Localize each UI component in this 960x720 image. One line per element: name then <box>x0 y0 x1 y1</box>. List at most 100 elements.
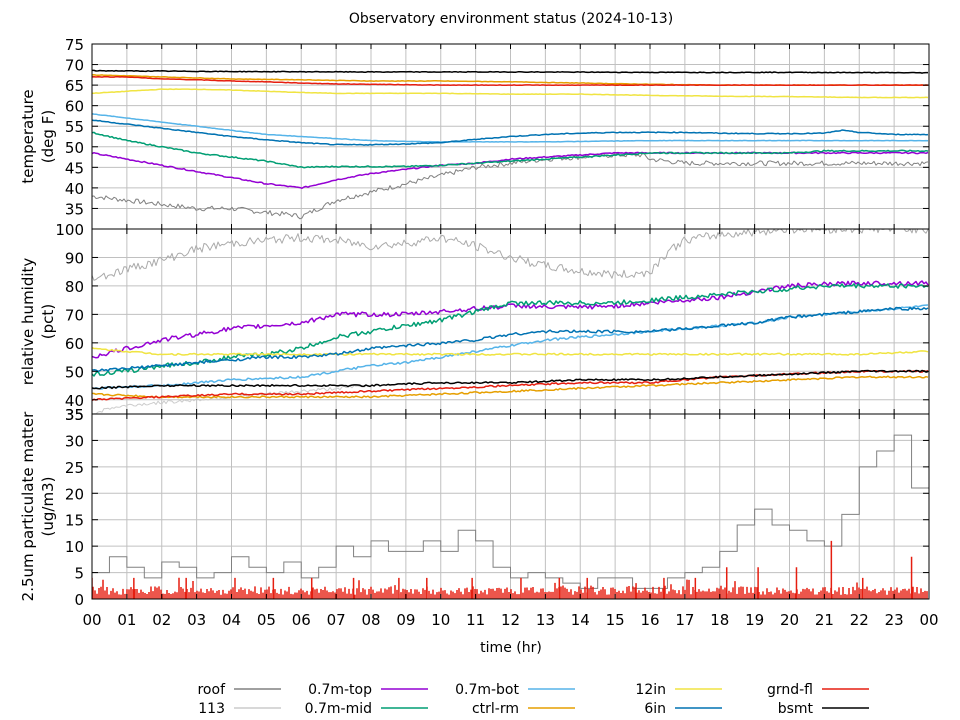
series-line-0.7m-top <box>92 280 929 359</box>
x-tick-label: 21 <box>815 611 834 629</box>
series-line-roof <box>92 229 929 281</box>
series-line-0.7m-mid <box>92 131 929 169</box>
x-tick-label: 07 <box>327 611 346 629</box>
y-axis-label-unit: (deg F) <box>39 110 57 163</box>
y-tick-label: 65 <box>65 77 84 95</box>
x-tick-label: 18 <box>710 611 729 629</box>
series-line-bsmt <box>92 369 929 390</box>
y-axis-label: 2.5um particulate matter <box>19 411 37 601</box>
legend-entry-0.7m-bot: 0.7m-bot <box>455 682 575 698</box>
y-tick-label: 25 <box>65 459 84 477</box>
x-tick-label: 03 <box>187 611 206 629</box>
y-tick-label: 60 <box>65 335 84 353</box>
x-tick-label: 13 <box>536 611 555 629</box>
chart-title: Observatory environment status (2024-10-… <box>349 11 673 27</box>
y-tick-label: 40 <box>65 180 84 198</box>
series-line-12in <box>92 88 929 99</box>
y-tick-label: 75 <box>65 36 84 54</box>
series-group <box>92 229 929 414</box>
y-tick-label: 15 <box>65 512 84 530</box>
series-line-12in <box>92 347 929 356</box>
y-tick-label: 50 <box>65 139 84 157</box>
series-line-roof <box>92 152 929 220</box>
y-axis-label-unit: (ug/m3) <box>39 477 57 537</box>
series-line-6in <box>92 306 929 373</box>
y-tick-label: 35 <box>65 406 84 424</box>
x-tick-label: 09 <box>396 611 415 629</box>
x-tick-label: 08 <box>361 611 380 629</box>
x-tick-label: 06 <box>292 611 311 629</box>
y-axis-label: temperature <box>19 89 37 183</box>
x-tick-label: 17 <box>675 611 694 629</box>
y-tick-label: 20 <box>65 485 84 503</box>
x-tick-label: 14 <box>571 611 590 629</box>
panel-frame <box>91 413 930 600</box>
x-axis-label: time (hr) <box>480 640 542 656</box>
y-tick-label: 45 <box>65 159 84 177</box>
panel-particulate: 0 5 10 15 20 25 30 35 2.5um particulate matter (u… <box>19 406 930 609</box>
legend-label: 0.7m-mid <box>305 701 372 717</box>
legend-label: 6in <box>644 701 666 717</box>
x-tick-label: 16 <box>640 611 659 629</box>
series-line-0.7m-bot <box>92 113 929 143</box>
series-group <box>92 69 929 220</box>
y-tick-label: 30 <box>65 432 84 450</box>
legend-entry-grnd-fl: grnd-fl <box>767 682 869 698</box>
series-line-ctrl-rm <box>92 375 929 399</box>
x-tick-label: 22 <box>850 611 869 629</box>
panel-temperature: 35 40 45 50 55 60 65 70 75 temperature (deg F) <box>19 36 930 230</box>
legend-entry-6in: 6in <box>644 701 722 717</box>
legend-entry-113: 113 <box>198 701 281 717</box>
x-tick-label: 00 <box>82 611 101 629</box>
series-group <box>92 434 929 599</box>
chart-legend: roof 113 0.7m-top 0.7m-mid 0.7m-bot ctrl-rm 12… <box>197 682 869 717</box>
legend-label: 113 <box>198 701 225 717</box>
y-tick-label: 50 <box>65 363 84 381</box>
legend-label: 12in <box>635 682 666 698</box>
y-tick-label: 100 <box>55 221 84 239</box>
y-tick-label: 70 <box>65 57 84 75</box>
x-tick-label: 10 <box>431 611 450 629</box>
y-tick-label: 35 <box>65 406 84 424</box>
y-axis-label: relative humidity <box>19 258 37 386</box>
y-tick-label: 35 <box>65 200 84 218</box>
x-tick-label: 23 <box>885 611 904 629</box>
y-tick-label: 80 <box>65 278 84 296</box>
x-tick-label: 01 <box>117 611 136 629</box>
legend-label: 0.7m-top <box>308 682 372 698</box>
legend-entry-ctrl-rm: ctrl-rm <box>472 701 575 717</box>
legend-label: 0.7m-bot <box>455 682 519 698</box>
legend-entry-12in: 12in <box>635 682 722 698</box>
series-line-bsmt <box>92 69 928 74</box>
x-tick-label: 02 <box>152 611 171 629</box>
legend-label: grnd-fl <box>767 682 813 698</box>
series-line-grnd-fl <box>92 540 928 599</box>
legend-entry-0.7m-top: 0.7m-top <box>308 682 428 698</box>
x-tick-label: 05 <box>257 611 276 629</box>
y-tick-label: 90 <box>65 249 84 267</box>
legend-label: roof <box>197 682 226 698</box>
legend-entry-roof: roof <box>197 682 281 698</box>
legend-entry-0.7m-mid: 0.7m-mid <box>305 701 428 717</box>
y-tick-label: 5 <box>74 565 84 583</box>
x-tick-label: 04 <box>222 611 241 629</box>
x-tick-label: 20 <box>780 611 799 629</box>
y-tick-label: 40 <box>65 392 84 410</box>
y-tick-label: 10 <box>65 538 84 556</box>
series-line-6in <box>92 119 929 146</box>
x-tick-label: 15 <box>606 611 625 629</box>
y-tick-label: 0 <box>74 591 84 609</box>
legend-entry-bsmt: bsmt <box>778 701 869 717</box>
series-line-grnd-fl <box>92 75 929 87</box>
x-tick-label: 00 <box>919 611 938 629</box>
legend-label: ctrl-rm <box>472 701 519 717</box>
y-tick-label: 60 <box>65 98 84 116</box>
y-tick-label: 55 <box>65 118 84 136</box>
legend-label: bsmt <box>778 701 814 717</box>
x-tick-label: 12 <box>501 611 520 629</box>
x-tick-label: 19 <box>745 611 764 629</box>
x-tick-label: 11 <box>466 611 485 629</box>
